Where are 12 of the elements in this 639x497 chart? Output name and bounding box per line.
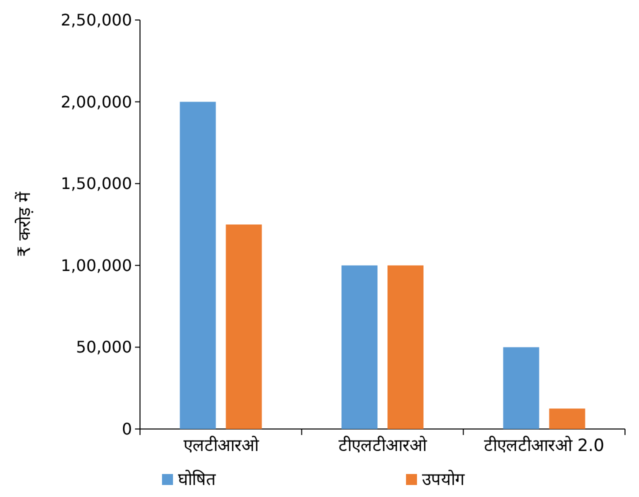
y-tick-label: 1,50,000: [60, 174, 132, 194]
x-tick-label: टीएलटीआरओ: [338, 435, 428, 456]
x-tick-label: एलटीआरओ: [183, 435, 260, 456]
y-tick-label: 1,00,000: [60, 256, 132, 275]
y-tick-label: 50,000: [76, 338, 132, 357]
y-axis-title: ₹ करोड़ में: [14, 191, 35, 257]
x-tick-label: टीएलटीआरओ 2.0: [484, 435, 604, 456]
legend-label: घोषित: [178, 469, 216, 490]
y-tick-label: 0: [122, 420, 132, 438]
legend-label: उपयोग: [422, 469, 465, 490]
y-tick-label: 2,50,000: [60, 10, 132, 30]
y-tick-label: 2,00,000: [60, 92, 132, 112]
